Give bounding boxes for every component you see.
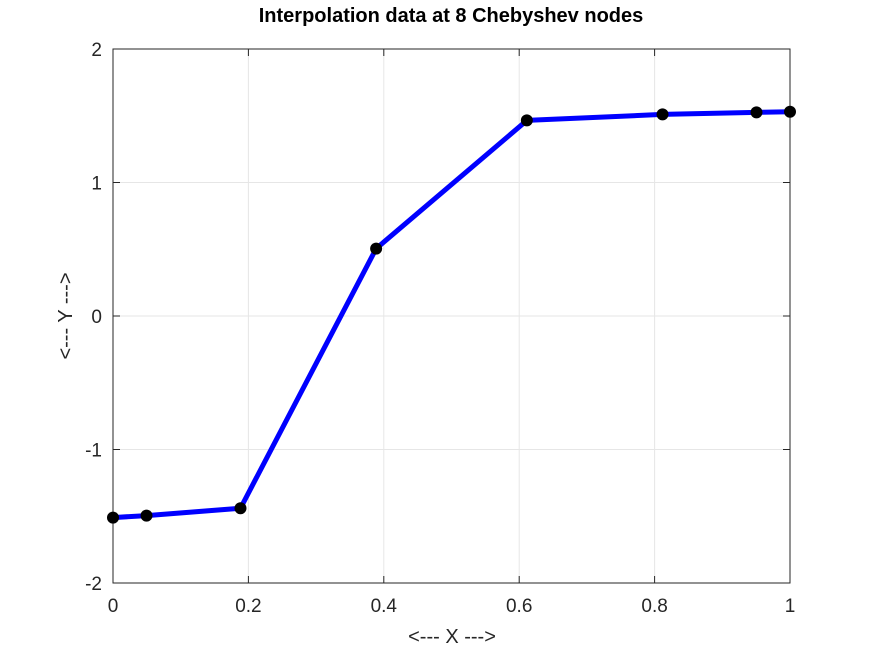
y-tick-label: -2 [85,574,102,595]
series-layer [107,105,796,524]
x-tick-label: 0.4 [371,596,398,617]
axis-ticks: 0 0.2 0.4 0.6 0.8 1 -2 -1 0 1 2 [85,40,795,617]
y-tick-label: 2 [91,40,102,61]
data-point [140,509,153,522]
y-axis-label: <--- Y ---> [55,272,77,359]
y-tick-label: 0 [91,307,102,328]
data-point [370,242,383,255]
x-tick-label: 0 [108,596,119,617]
x-tick-label: 0.6 [506,596,532,617]
x-tick-label: 0.8 [641,596,667,617]
data-point [107,511,119,524]
x-tick-label: 0.2 [235,596,261,617]
series-line [110,109,793,521]
y-tick-label: 1 [91,174,102,195]
x-axis-label: <--- X ---> [408,626,496,648]
data-point [784,105,796,118]
data-point [656,108,669,121]
data-point [750,106,763,119]
y-tick-label: -1 [85,441,102,462]
data-point [520,114,533,127]
chart-title: Interpolation data at 8 Chebyshev nodes [259,5,644,27]
data-point [234,502,247,515]
x-tick-label: 1 [785,596,796,617]
